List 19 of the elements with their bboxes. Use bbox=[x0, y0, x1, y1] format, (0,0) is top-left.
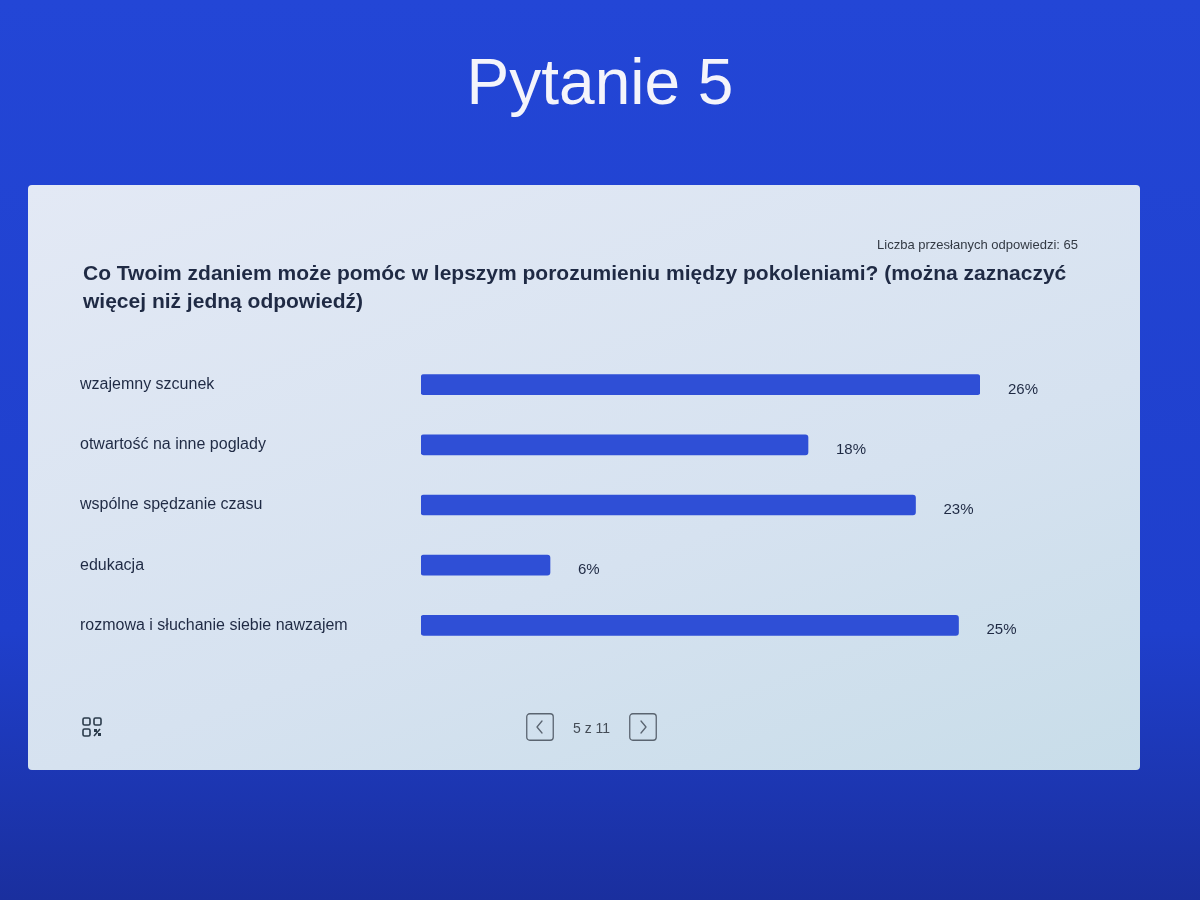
bar bbox=[421, 494, 916, 516]
y-tick-label: wspólne spędzanie czasu bbox=[79, 495, 263, 513]
chart-subtitle: Co Twoim zdaniem może pomóc w lepszym porozumieniu między pokoleniami? (można zaznaczyć więcej niż jedną odpowiedź) bbox=[83, 260, 1068, 314]
y-tick-label: wzajemny szcunek bbox=[79, 375, 216, 393]
chart-title: Pytanie 5 bbox=[465, 45, 735, 120]
bar bbox=[421, 554, 551, 576]
data-label: 25% bbox=[986, 620, 1017, 638]
y-tick-label: otwartość na inne poglady bbox=[80, 435, 266, 453]
bar bbox=[421, 434, 809, 456]
data-label: 18% bbox=[836, 439, 867, 457]
data-label: 23% bbox=[943, 500, 974, 518]
text: Liczba przesłanych odpowiedzi: 65 bbox=[877, 237, 1078, 252]
y-tick-label: rozmowa i słuchanie siebie nawzajem bbox=[80, 615, 348, 633]
bar bbox=[421, 374, 980, 396]
bar bbox=[421, 614, 959, 636]
y-tick-label: edukacja bbox=[80, 555, 145, 573]
data-label: 26% bbox=[1008, 379, 1039, 397]
data-label: 6% bbox=[578, 560, 600, 578]
text: 5 z 11 bbox=[573, 720, 611, 736]
